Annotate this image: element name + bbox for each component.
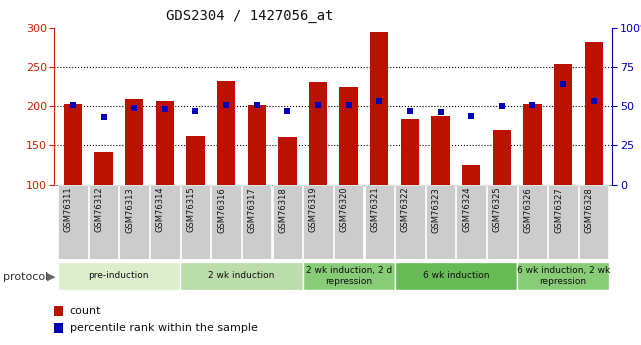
FancyBboxPatch shape <box>303 262 395 290</box>
Text: GSM76322: GSM76322 <box>401 187 410 233</box>
Text: GDS2304 / 1427056_at: GDS2304 / 1427056_at <box>166 9 334 23</box>
FancyBboxPatch shape <box>212 185 241 259</box>
Text: GSM76326: GSM76326 <box>524 187 533 233</box>
Bar <box>493 130 511 185</box>
FancyBboxPatch shape <box>549 185 578 259</box>
Point <box>344 102 354 107</box>
Bar <box>125 99 144 185</box>
Bar <box>94 152 113 185</box>
Point <box>98 114 108 120</box>
FancyBboxPatch shape <box>334 185 363 259</box>
FancyBboxPatch shape <box>272 185 302 259</box>
Text: pre-induction: pre-induction <box>88 272 149 280</box>
FancyBboxPatch shape <box>89 185 118 259</box>
Point <box>160 107 170 112</box>
FancyBboxPatch shape <box>181 185 210 259</box>
Point <box>68 102 78 107</box>
Bar <box>247 105 266 185</box>
FancyBboxPatch shape <box>517 262 609 290</box>
Text: GSM76327: GSM76327 <box>554 187 563 233</box>
Bar <box>309 82 327 185</box>
Text: 6 wk induction: 6 wk induction <box>422 272 489 280</box>
Point <box>435 110 445 115</box>
FancyBboxPatch shape <box>518 185 547 259</box>
Bar <box>278 137 297 185</box>
Text: GSM76324: GSM76324 <box>462 187 471 233</box>
Bar <box>523 104 542 185</box>
Bar <box>370 31 388 185</box>
FancyBboxPatch shape <box>180 262 303 290</box>
Text: GSM76319: GSM76319 <box>309 187 318 233</box>
FancyBboxPatch shape <box>119 185 149 259</box>
Text: GSM76328: GSM76328 <box>585 187 594 233</box>
FancyBboxPatch shape <box>487 185 517 259</box>
Bar <box>63 104 82 185</box>
FancyBboxPatch shape <box>395 262 517 290</box>
Point <box>528 102 538 107</box>
FancyBboxPatch shape <box>395 185 424 259</box>
Text: GSM76321: GSM76321 <box>370 187 379 233</box>
Bar <box>217 81 235 185</box>
Bar <box>156 101 174 185</box>
Text: GSM76323: GSM76323 <box>431 187 440 233</box>
FancyBboxPatch shape <box>456 185 486 259</box>
Text: GSM76314: GSM76314 <box>156 187 165 233</box>
Text: GSM76313: GSM76313 <box>125 187 134 233</box>
Text: GSM76316: GSM76316 <box>217 187 226 233</box>
Point <box>221 102 231 107</box>
Text: 6 wk induction, 2 wk
repression: 6 wk induction, 2 wk repression <box>517 266 610 286</box>
Bar <box>340 87 358 185</box>
FancyBboxPatch shape <box>579 185 608 259</box>
Text: GSM76312: GSM76312 <box>94 187 103 233</box>
Bar <box>585 42 603 185</box>
FancyBboxPatch shape <box>150 185 179 259</box>
Bar <box>431 116 450 185</box>
Point <box>558 81 569 87</box>
Bar <box>462 165 480 185</box>
Bar <box>187 136 204 185</box>
FancyBboxPatch shape <box>365 185 394 259</box>
Point <box>588 99 599 104</box>
Text: GSM76311: GSM76311 <box>64 187 73 233</box>
Bar <box>554 65 572 185</box>
Text: GSM76318: GSM76318 <box>278 187 287 233</box>
Text: GSM76317: GSM76317 <box>247 187 256 233</box>
Point <box>282 108 292 114</box>
Bar <box>401 119 419 185</box>
Text: GSM76320: GSM76320 <box>340 187 349 233</box>
Text: count: count <box>70 306 101 316</box>
Text: protocol: protocol <box>3 272 49 282</box>
FancyBboxPatch shape <box>242 185 271 259</box>
FancyBboxPatch shape <box>426 185 455 259</box>
Point <box>129 105 139 110</box>
Point <box>313 102 323 107</box>
Text: GSM76315: GSM76315 <box>187 187 196 233</box>
Text: ▶: ▶ <box>47 272 55 282</box>
FancyBboxPatch shape <box>303 185 333 259</box>
FancyBboxPatch shape <box>58 185 88 259</box>
Point <box>374 99 385 104</box>
Text: 2 wk induction: 2 wk induction <box>208 272 274 280</box>
Text: GSM76325: GSM76325 <box>493 187 502 233</box>
Point <box>405 108 415 114</box>
Point <box>466 113 476 118</box>
Text: percentile rank within the sample: percentile rank within the sample <box>70 323 258 333</box>
Point <box>190 108 201 114</box>
Point <box>497 103 507 109</box>
Point <box>251 102 262 107</box>
FancyBboxPatch shape <box>58 262 180 290</box>
Text: 2 wk induction, 2 d
repression: 2 wk induction, 2 d repression <box>306 266 392 286</box>
